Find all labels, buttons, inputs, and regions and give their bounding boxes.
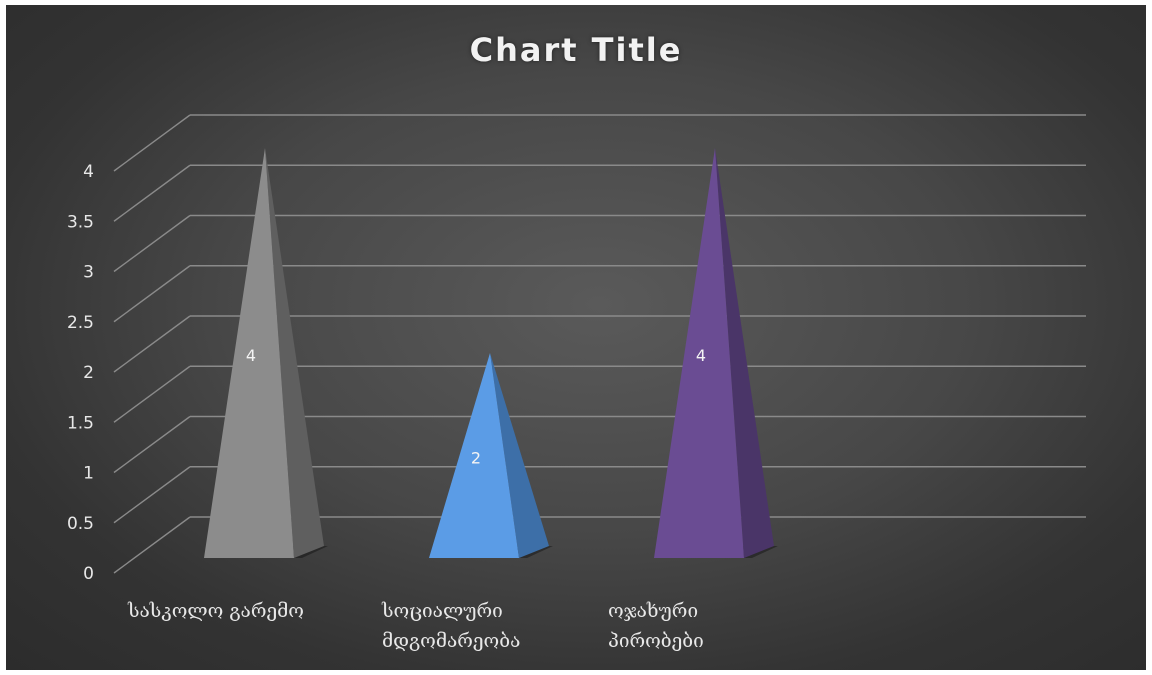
y-tick-label: 0: [83, 564, 94, 584]
gridline-side: [113, 365, 191, 423]
y-tick-label: 3.5: [67, 212, 94, 232]
y-tick-label: 1: [83, 464, 94, 484]
bar-side-face: [265, 148, 324, 558]
gridline-side: [113, 265, 191, 323]
bar-side-face: [715, 148, 774, 558]
y-tick-label: 2.5: [67, 313, 94, 333]
gridline-side: [113, 415, 191, 474]
data-label: 2: [471, 449, 481, 468]
bars: [204, 148, 778, 558]
bar-front-face: [204, 148, 294, 558]
y-tick-label: 4: [83, 162, 94, 182]
y-axis-ticks: 0 0.5 1 1.5 2 2.5 3 3.5 4: [67, 162, 94, 584]
bar-front-face: [654, 148, 744, 558]
category-label: სოციალური: [381, 600, 503, 622]
y-tick-label: 0.5: [67, 514, 94, 534]
bar: [204, 148, 328, 558]
gridline-side: [113, 516, 191, 574]
bar: [654, 148, 778, 558]
gridline-side: [113, 114, 191, 172]
bar: [429, 353, 553, 558]
gridlines: [113, 114, 1086, 574]
category-label: სასკოლო გარემო: [127, 600, 304, 622]
gridline-side: [113, 164, 191, 222]
gridline-side: [113, 315, 191, 373]
y-tick-label: 2: [83, 363, 94, 383]
gridline-side: [113, 466, 191, 524]
data-labels: 4 2 4: [246, 346, 706, 468]
category-label: მდგომარეობა: [382, 630, 520, 652]
category-label: ოჯახური: [608, 600, 698, 622]
chart-area: Chart Title 0 0.5 1 1.5 2 2.5 3 3.5 4 4 2 4 სასკოლ…: [6, 5, 1146, 670]
bar-side-face: [490, 353, 549, 558]
bar-front-face: [429, 353, 519, 558]
data-label: 4: [696, 346, 706, 365]
gridline-side: [113, 214, 191, 273]
category-label: პირობები: [608, 630, 704, 652]
chart-title: Chart Title: [469, 31, 683, 69]
y-tick-label: 1.5: [67, 413, 94, 433]
x-axis-categories: სასკოლო გარემო სოციალური მდგომარეობა ოჯახურ…: [127, 600, 704, 652]
data-label: 4: [246, 346, 256, 365]
chart-plot: 0 0.5 1 1.5 2 2.5 3 3.5 4 4 2 4 სასკოლო გარემო სოცი…: [67, 114, 1086, 652]
y-tick-label: 3: [83, 263, 94, 283]
